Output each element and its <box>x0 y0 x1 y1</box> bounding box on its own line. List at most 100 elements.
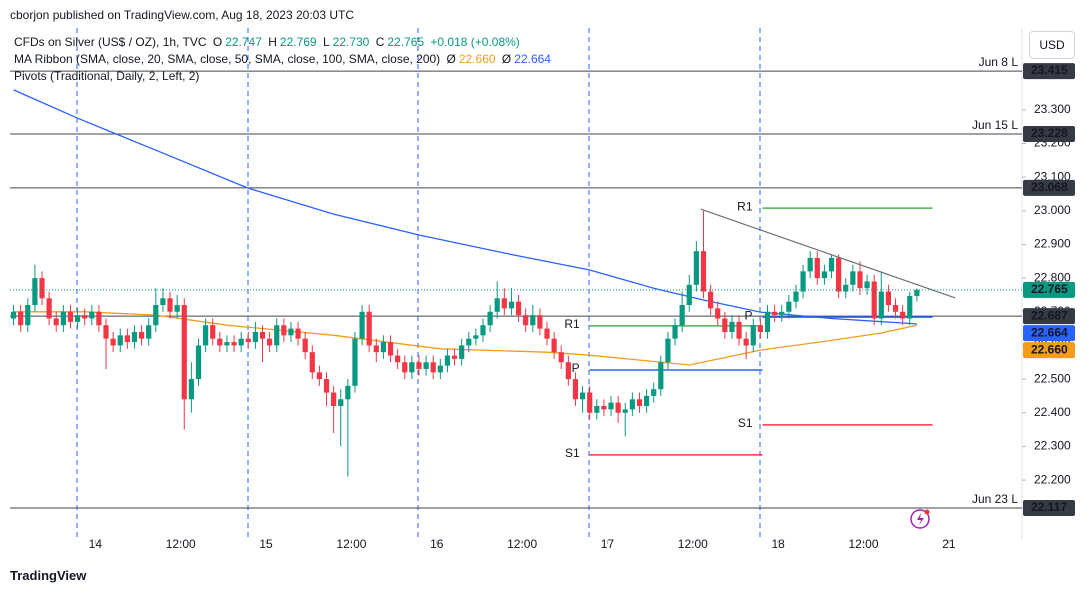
candle-body <box>395 355 401 363</box>
alert-bolt <box>917 513 924 525</box>
y-tick-label: 22.400 <box>1034 405 1071 419</box>
candle-body <box>359 311 365 339</box>
price-tag <box>1023 281 1075 298</box>
x-tick-label: 12:00 <box>336 537 366 551</box>
candle-body <box>772 311 778 316</box>
price-tag <box>1023 179 1075 196</box>
candle-body <box>224 342 230 346</box>
price-line-label: Jun 8 L <box>979 55 1019 69</box>
y-tick-label: 23.300 <box>1034 102 1071 116</box>
candle-body <box>587 392 593 413</box>
legend-value: 22.747 <box>225 35 262 49</box>
candle-body <box>60 311 66 326</box>
candle-body <box>594 406 600 413</box>
ma-line <box>13 89 917 325</box>
price-tag-label: 22.664 <box>1031 325 1068 339</box>
candle-body <box>18 311 24 326</box>
candle-body <box>96 311 102 326</box>
x-tick-label: 17 <box>601 537 615 551</box>
published-note: cborjon published on TradingView.com, Au… <box>10 8 355 22</box>
candle-body <box>252 331 258 343</box>
price-tag-label: 23.068 <box>1031 180 1068 194</box>
candle-body <box>160 298 166 306</box>
ma-symbol: Ø <box>446 52 456 66</box>
candle-body <box>10 311 17 319</box>
candle-body <box>579 392 586 400</box>
candle-body <box>871 281 877 319</box>
legend-key: O <box>212 35 223 49</box>
price-line-label-bg <box>975 120 1021 133</box>
candle-body <box>743 338 749 346</box>
y-tick-label: 22.800 <box>1034 270 1071 284</box>
x-tick-label: 16 <box>430 537 444 551</box>
candle-body <box>508 301 515 309</box>
alert-icon <box>910 509 930 529</box>
candle-body <box>202 325 209 346</box>
x-tick-label: 12:00 <box>678 537 708 551</box>
price-tag <box>1023 342 1075 359</box>
candle-body <box>288 328 294 336</box>
candle-body <box>210 325 216 339</box>
candle-body <box>67 311 74 322</box>
candle-body <box>693 251 699 285</box>
pivot-label: P <box>745 308 753 322</box>
symbol-title: CFDs on Silver (US$ / OZ), 1h, TVC <box>14 35 207 49</box>
candle-body <box>345 385 351 400</box>
symbol-legend: CFDs on Silver (US$ / OZ), 1h, TVC O 22.7… <box>14 35 523 49</box>
candle-body <box>167 298 173 312</box>
candle-body <box>828 257 835 272</box>
y-tick-label: 22.500 <box>1034 371 1071 385</box>
price-tag <box>1023 308 1075 325</box>
candle-body <box>480 325 486 336</box>
candle-body <box>885 291 892 306</box>
candle-body <box>267 338 273 346</box>
candle-body <box>736 321 742 339</box>
candle-body <box>74 315 81 322</box>
candle-body <box>231 342 237 346</box>
candle-body <box>843 284 849 292</box>
candle-body <box>850 271 856 285</box>
pivot-label: P <box>572 361 580 375</box>
price-line-label-bg <box>975 57 1021 70</box>
candle-body <box>530 315 536 326</box>
candle-body <box>914 289 920 296</box>
ma-legend: MA Ribbon (SMA, close, 20, SMA, close, 5… <box>14 52 554 66</box>
candle-body <box>302 338 308 353</box>
candle-body <box>259 331 266 339</box>
candle-body <box>643 395 650 407</box>
candle-body <box>572 379 579 400</box>
candle-body <box>821 271 828 279</box>
price-tag <box>1023 325 1075 342</box>
trend-line <box>700 208 956 299</box>
candle-body <box>281 325 287 336</box>
ma-symbol: Ø <box>501 52 512 66</box>
pivot-label: R1 <box>737 199 753 213</box>
candle-body <box>366 311 372 346</box>
candle-body <box>444 355 451 366</box>
candle-body <box>331 392 337 407</box>
candle-body <box>402 362 408 373</box>
candle-body <box>174 305 180 312</box>
currency-button[interactable]: USD <box>1029 31 1075 59</box>
candle-body <box>537 315 543 329</box>
candle-body <box>807 257 813 272</box>
candle-body <box>274 325 280 346</box>
x-tick-label: 12:00 <box>849 537 879 551</box>
candle-body <box>757 325 763 332</box>
candle-body <box>46 298 52 319</box>
candle-body <box>729 321 735 332</box>
candle-body <box>153 305 159 326</box>
pivot-label: S1 <box>565 446 580 460</box>
candle-body <box>523 315 529 326</box>
candle-body <box>380 342 387 353</box>
candle-body <box>32 278 38 306</box>
candle-body <box>146 325 152 339</box>
candle-body <box>608 402 614 410</box>
price-line-label-bg <box>975 494 1021 507</box>
price-tag-label: 22.117 <box>1031 500 1067 514</box>
alert-circle <box>910 509 930 529</box>
ma-title: MA Ribbon (SMA, close, 20, SMA, close, 5… <box>14 52 441 66</box>
pivot-label: R1 <box>564 317 580 331</box>
